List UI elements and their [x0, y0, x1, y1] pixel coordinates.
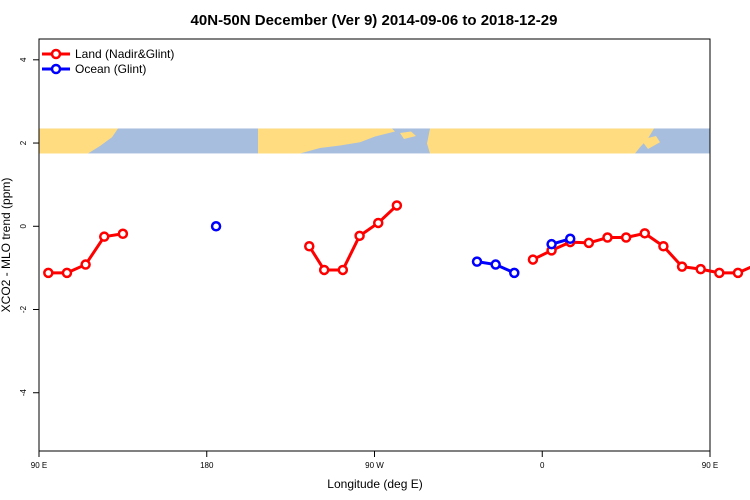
data-point — [337, 264, 349, 276]
data-point — [304, 240, 315, 252]
legend-label: Land (Nadir&Glint) — [75, 47, 174, 61]
data-point — [658, 240, 669, 252]
land-shape — [641, 135, 660, 149]
land-shape — [39, 128, 118, 154]
data-point — [583, 237, 595, 249]
legend-marker — [50, 48, 62, 60]
data-point — [695, 263, 706, 275]
data-point — [620, 232, 632, 243]
x-tick-label: 0 — [540, 461, 545, 470]
data-point — [471, 256, 483, 267]
y-tick-label: 2 — [19, 140, 28, 145]
y-tick-label: 0 — [19, 223, 28, 228]
x-axis-label: Longitude (deg E) — [327, 477, 422, 491]
data-point — [676, 261, 688, 272]
legend: Land (Nadir&Glint)Ocean (Glint) — [42, 47, 174, 76]
data-point — [80, 259, 91, 270]
data-point — [372, 217, 384, 229]
data-point — [546, 238, 557, 250]
data-point — [509, 267, 520, 279]
series-line — [307, 204, 398, 272]
data-point — [98, 231, 110, 242]
land-shape — [427, 128, 654, 154]
x-tick-label: 90 E — [702, 461, 718, 470]
chart-title: 40N-50N December (Ver 9) 2014-09-06 to 2… — [191, 12, 558, 29]
x-tick-label: 90 W — [365, 461, 384, 470]
data-point — [639, 228, 651, 239]
land-shape — [258, 128, 395, 154]
data-point — [732, 267, 744, 279]
data-point — [527, 254, 539, 265]
data-point — [602, 232, 613, 243]
x-tick-label: 180 — [200, 461, 214, 470]
x-tick-label: 90 E — [31, 461, 47, 470]
data-point — [490, 259, 501, 270]
legend-marker — [50, 63, 62, 75]
data-point — [354, 230, 365, 242]
data-point — [210, 221, 222, 232]
data-point — [391, 200, 403, 211]
legend-label: Ocean (Glint) — [75, 62, 146, 76]
data-point — [564, 233, 576, 245]
y-axis-label: XCO2 - MLO trend (ppm) — [0, 178, 13, 313]
data-point — [61, 267, 73, 279]
data-point — [714, 267, 725, 279]
series — [210, 221, 576, 279]
plot-frame — [38, 38, 711, 452]
data-point — [117, 228, 129, 240]
y-tick-label: 4 — [19, 57, 28, 62]
land-shape — [400, 131, 416, 139]
y-tick-label: -2 — [19, 305, 28, 313]
series — [43, 200, 750, 279]
data-point — [43, 267, 54, 279]
y-tick-label: -4 — [19, 389, 28, 397]
map-strip-land — [39, 128, 660, 154]
data-point — [318, 264, 330, 276]
